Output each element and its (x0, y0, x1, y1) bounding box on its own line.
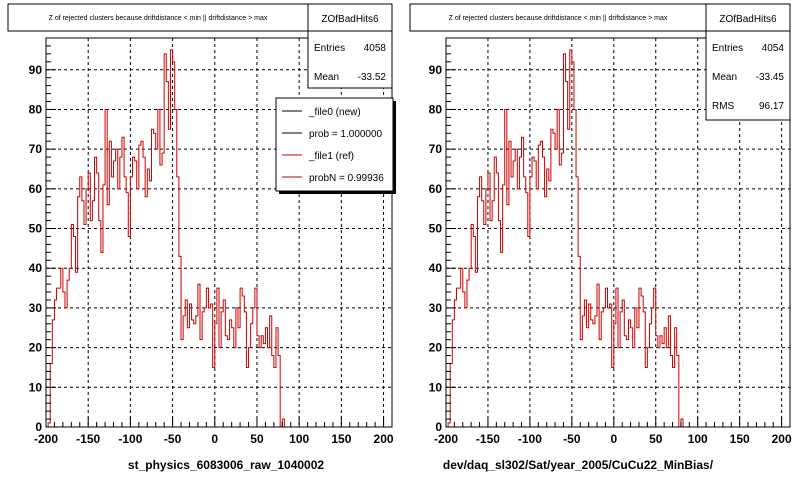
x-tick-label-0: -200 (434, 432, 458, 446)
left-stats-box-frame (307, 3, 393, 89)
right-stats-box: ZOfBadHits6 Entries 4054 Mean -33.45 RMS… (705, 3, 791, 121)
x-tick-label-6: 100 (688, 432, 708, 446)
x-tick-label-5: 50 (250, 432, 264, 446)
x-tick-label-2: -100 (518, 432, 542, 446)
x-tick-label-1: -150 (476, 432, 500, 446)
x-tick-label-8: 200 (374, 432, 394, 446)
left-stats-box: ZOfBadHits6 Entries 4058 Mean -33.52 (307, 3, 393, 89)
y-tick-label-8: 80 (29, 102, 43, 116)
x-tick-label-1: -150 (76, 432, 100, 446)
x-tick-label-2: -100 (118, 432, 142, 446)
left-x-axis-title: st_physics_6083006_raw_1040002 (128, 458, 324, 472)
y-tick-label-8: 80 (429, 102, 443, 116)
y-tick-label-4: 40 (29, 261, 43, 275)
right-plot-frame (445, 37, 791, 428)
right-stats-name: ZOfBadHits6 (719, 14, 777, 25)
x-tick-label-6: 100 (289, 432, 309, 446)
x-tick-label-4: 0 (211, 432, 218, 446)
left-legend: _file0 (new) prob = 1.000000 _file1 (ref… (275, 97, 396, 194)
x-tick-label-8: 200 (772, 432, 792, 446)
y-tick-label-3: 30 (29, 301, 43, 315)
x-tick-label-4: 0 (610, 432, 617, 446)
right-title-box: Z of rejected clusters because driftdist… (409, 3, 707, 32)
x-tick-label-3: -50 (563, 432, 581, 446)
y-tick-label-2: 20 (429, 341, 443, 355)
y-tick-label-2: 20 (29, 341, 43, 355)
left-stats-entries-value: 4058 (364, 43, 387, 54)
left-histogram (46, 49, 285, 428)
right-plot-title: Z of rejected clusters because driftdist… (449, 15, 668, 22)
left-histogram-panel: -200 -150 -100 -50 0 50 100 150 200 0 10 20 30 40 50 60… (7, 3, 396, 472)
x-tick-label-7: 150 (730, 432, 750, 446)
y-tick-label-0: 0 (435, 420, 442, 434)
left-stats-mean-label: Mean (314, 72, 339, 83)
left-grid (46, 38, 392, 427)
right-x-axis-title: dev/daq_sl302/Sat/year_2005/CuCu22_MinBi… (443, 458, 714, 472)
y-tick-label-1: 10 (429, 380, 443, 394)
y-tick-label-9: 90 (29, 63, 43, 77)
legend-entry-file1: _file1 (ref) (308, 151, 354, 162)
x-tick-label-7: 150 (331, 432, 351, 446)
y-tick-label-1: 10 (29, 380, 43, 394)
legend-entry-file0: _file0 (new) (308, 107, 361, 118)
y-tick-label-0: 0 (35, 420, 42, 434)
left-plot-frame (45, 37, 393, 428)
histogram-series-0 (446, 49, 684, 428)
y-tick-label-6: 60 (29, 182, 43, 196)
left-title-box-frame (7, 3, 309, 32)
right-stats-rms-label: RMS (712, 101, 735, 112)
left-title-box: Z of rejected clusters because driftdist… (7, 3, 309, 32)
y-tick-label-5: 50 (29, 222, 43, 236)
x-tick-label-3: -50 (164, 432, 182, 446)
x-tick-label-0: -200 (34, 432, 58, 446)
left-stats-name: ZOfBadHits6 (321, 14, 379, 25)
left-stats-entries-label: Entries (314, 43, 345, 54)
y-tick-label-5: 50 (429, 222, 443, 236)
left-axes: -200 -150 -100 -50 0 50 100 150 200 0 10 20 30 40 50 60… (29, 45, 394, 446)
x-tick-label-5: 50 (649, 432, 663, 446)
right-stats-entries-label: Entries (712, 43, 743, 54)
y-tick-label-7: 70 (29, 142, 43, 156)
right-axes: -200 -150 -100 -50 0 50 100 150 200 0 10 20 30 40 50 60… (429, 45, 792, 446)
right-stats-mean-value: -33.45 (756, 72, 785, 83)
y-tick-label-6: 60 (429, 182, 443, 196)
right-stats-rms-value: 96.17 (759, 101, 784, 112)
left-plot-title: Z of rejected clusters because driftdist… (49, 15, 268, 22)
y-tick-label-9: 90 (429, 63, 443, 77)
y-tick-label-4: 40 (429, 261, 443, 275)
right-stats-entries-value: 4054 (762, 43, 785, 54)
y-tick-label-3: 30 (429, 301, 443, 315)
left-stats-mean-value: -33.52 (358, 72, 387, 83)
right-histogram-panel: -200 -150 -100 -50 0 50 100 150 200 0 10 20 30 40 50 60… (409, 3, 792, 472)
right-histogram (446, 49, 684, 428)
legend-entry-prob: prob = 1.000000 (309, 129, 383, 140)
legend-entry-probn: probN = 0.99936 (309, 173, 384, 184)
legend-frame (275, 97, 394, 192)
y-tick-label-7: 70 (429, 142, 443, 156)
right-stats-box-frame (705, 3, 791, 121)
right-stats-mean-label: Mean (712, 72, 737, 83)
histogram-series-0 (46, 49, 285, 428)
